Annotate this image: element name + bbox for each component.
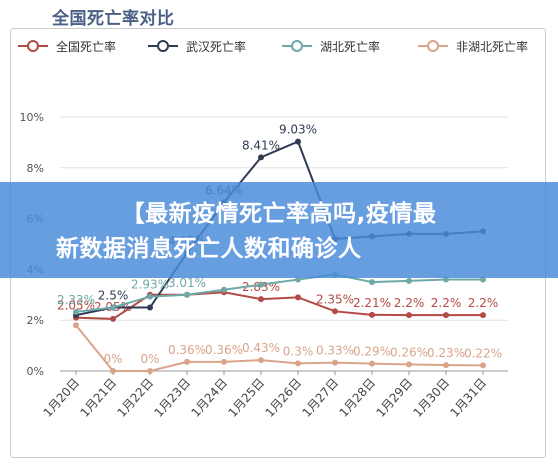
data-label: 8.41% <box>242 138 280 152</box>
data-label: 0.26% <box>390 345 428 359</box>
x-tick-label: 1月20日 <box>40 376 82 420</box>
data-point <box>332 359 338 366</box>
data-label: 0% <box>103 352 122 366</box>
y-tick-label: 0% <box>27 365 44 378</box>
banner-line-2: 新数据消息死亡人数和确诊人 <box>56 236 362 262</box>
data-point <box>184 291 190 298</box>
data-point <box>443 276 449 283</box>
data-point <box>443 362 449 369</box>
x-tick-label: 1月28日 <box>336 376 378 420</box>
data-label: 0.3% <box>283 344 314 358</box>
data-point <box>258 296 264 303</box>
data-label: 2.35% <box>316 292 354 306</box>
legend-swatch-marker <box>27 40 39 52</box>
data-label: 9.03% <box>279 123 317 137</box>
data-point <box>221 358 227 365</box>
data-point <box>295 294 301 301</box>
data-point <box>332 308 338 315</box>
data-label: 0.22% <box>464 346 502 360</box>
data-point <box>295 360 301 367</box>
x-tick-label: 1月30日 <box>410 376 452 420</box>
data-point <box>406 361 412 368</box>
legend-label: 武汉死亡率 <box>186 39 246 54</box>
series-line <box>75 273 483 313</box>
data-label: 0.36% <box>168 343 206 357</box>
data-point <box>443 312 449 319</box>
data-label: 2.2% <box>394 296 425 310</box>
data-point <box>110 304 116 311</box>
overlay-banner <box>0 182 558 278</box>
data-label: 0.29% <box>353 345 391 359</box>
x-tick-label: 1月26日 <box>262 376 304 420</box>
data-point <box>295 138 301 145</box>
data-label: 2.2% <box>468 296 499 310</box>
data-point <box>73 322 79 329</box>
data-label: 0.36% <box>205 343 243 357</box>
data-point <box>258 154 264 161</box>
data-point <box>110 368 116 374</box>
data-label: 3.01% <box>168 276 206 290</box>
y-tick-label: 8% <box>27 162 44 175</box>
data-label: 2.21% <box>353 296 391 310</box>
x-tick-label: 1月29日 <box>373 376 415 420</box>
data-point <box>480 312 486 319</box>
x-tick-label: 1月23日 <box>151 376 193 420</box>
data-point <box>369 279 375 286</box>
x-tick-label: 1月21日 <box>77 376 119 420</box>
chart-title: 全国死亡率对比 <box>52 9 175 29</box>
data-point <box>110 315 116 322</box>
x-tick-label: 1月31日 <box>447 376 489 420</box>
data-point <box>73 308 79 315</box>
data-point <box>406 277 412 284</box>
data-point <box>147 293 153 300</box>
data-point <box>258 357 264 364</box>
data-point <box>480 276 486 283</box>
data-point <box>147 368 153 374</box>
y-tick-label: 10% <box>20 111 44 124</box>
x-tick-label: 1月25日 <box>225 376 267 420</box>
x-tick-label: 1月22日 <box>114 376 156 420</box>
legend-swatch-marker <box>427 40 439 52</box>
data-point <box>147 304 153 311</box>
x-tick-label: 1月27日 <box>299 376 341 420</box>
data-label: 0.33% <box>316 344 354 358</box>
data-label: 0.43% <box>242 341 280 355</box>
legend-swatch-marker <box>157 40 169 52</box>
data-point <box>221 286 227 293</box>
legend-label: 湖北死亡率 <box>320 39 380 54</box>
data-label: 0.23% <box>427 346 465 360</box>
y-tick-label: 2% <box>27 314 44 327</box>
legend-swatch-marker <box>291 40 303 52</box>
data-label: 2.93% <box>131 278 169 292</box>
data-point <box>369 360 375 367</box>
banner-line-1: 【最新疫情死亡率高吗,疫情最 <box>121 201 437 227</box>
data-point <box>480 362 486 369</box>
data-label: 2.2% <box>431 296 462 310</box>
data-point <box>369 311 375 318</box>
x-tick-label: 1月24日 <box>188 376 230 420</box>
data-label: 2.05% <box>57 299 95 313</box>
series-line <box>75 324 484 372</box>
legend-label: 非湖北死亡率 <box>456 39 528 54</box>
data-label: 0% <box>140 352 159 366</box>
data-point <box>406 312 412 319</box>
data-label: 2.33% <box>57 293 95 307</box>
data-label: 2.5% <box>98 289 129 303</box>
legend-label: 全国死亡率 <box>56 39 116 54</box>
data-point <box>295 276 301 283</box>
data-point <box>184 358 190 365</box>
data-point <box>258 281 264 288</box>
